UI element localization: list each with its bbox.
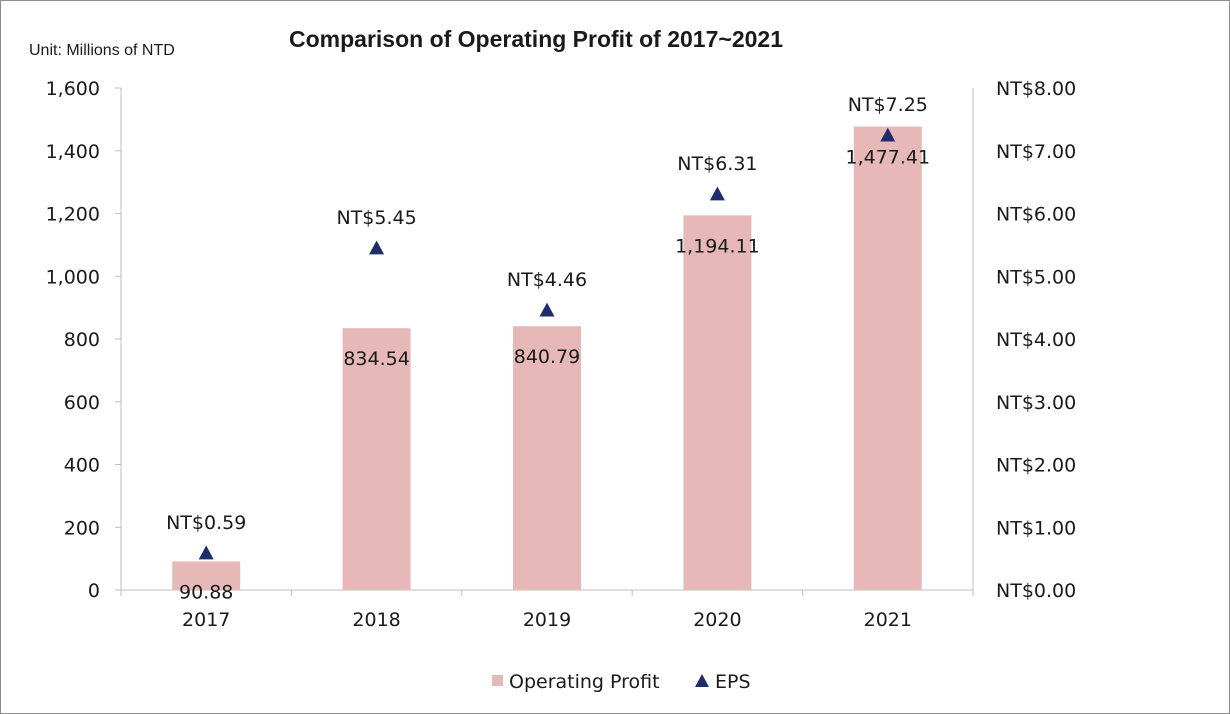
y-right-tick-label: NT$6.00: [996, 204, 1076, 226]
bar-value-label: 834.54: [343, 348, 409, 370]
y-right-tick-label: NT$8.00: [996, 78, 1076, 100]
bar-operating-profit: [853, 126, 922, 590]
bars: [172, 126, 922, 590]
bar-value-label: 1,194.11: [675, 235, 760, 257]
data-labels: 90.88 834.54 840.79 1,194.11 1,477.41 NT$0.59…: [166, 94, 930, 603]
y-left-tick-label: 1,600: [46, 78, 100, 100]
eps-marker: [880, 127, 896, 142]
chart-title: Comparison of Operating Profit of 2017~2…: [289, 26, 783, 52]
legend-label-operating-profit: Operating Profit: [509, 671, 660, 693]
legend-label-eps: EPS: [715, 671, 751, 693]
eps-markers: [198, 127, 896, 560]
y-right-tick-label: NT$1.00: [996, 517, 1076, 539]
y-right-tick-label: NT$0.00: [996, 580, 1076, 602]
legend-swatch-operating-profit: [492, 675, 503, 686]
y-left-tick-label: 1,200: [46, 204, 100, 226]
y-right-tick-label: NT$5.00: [996, 266, 1076, 288]
bar-value-label: 840.79: [514, 346, 580, 368]
bar-value-label: 90.88: [179, 581, 233, 603]
eps-value-label: NT$0.59: [166, 512, 246, 534]
x-tick-label: 2018: [352, 609, 400, 631]
x-tick-label: 2021: [864, 609, 912, 631]
axes: 0 200 400 600 800 1,000 1,200 1,400 1,600 NT$0.00…: [46, 78, 1077, 631]
eps-value-label: NT$4.46: [507, 269, 587, 291]
unit-label: Unit: Millions of NTD: [29, 42, 175, 59]
legend-swatch-eps: [695, 674, 709, 687]
y-left-tick-label: 1,400: [46, 141, 100, 163]
y-left-tick-label: 200: [64, 517, 100, 539]
eps-marker: [709, 186, 725, 201]
y-left-tick-label: 400: [64, 455, 100, 477]
x-tick-label: 2017: [182, 609, 230, 631]
eps-value-label: NT$6.31: [677, 153, 757, 175]
y-right-tick-label: NT$4.00: [996, 329, 1076, 351]
bar-operating-profit: [172, 561, 241, 590]
bar-operating-profit: [513, 326, 581, 590]
eps-marker: [539, 302, 555, 317]
y-right-tick-label: NT$7.00: [996, 141, 1076, 163]
x-tick-label: 2020: [693, 609, 741, 631]
y-left-tick-label: 800: [64, 329, 100, 351]
eps-value-label: NT$5.45: [336, 207, 416, 229]
eps-value-label: NT$7.25: [848, 94, 928, 116]
y-right-tick-label: NT$3.00: [996, 392, 1076, 414]
eps-marker: [369, 240, 385, 255]
x-tick-label: 2019: [523, 609, 571, 631]
y-left-tick-label: 1,000: [46, 266, 100, 288]
bar-operating-profit: [683, 215, 752, 590]
y-left-tick-label: 0: [88, 580, 100, 602]
y-left-tick-label: 600: [64, 392, 100, 414]
bar-operating-profit: [342, 328, 411, 590]
bar-value-label: 1,477.41: [845, 146, 930, 168]
legend: Operating Profit EPS: [492, 671, 751, 693]
y-right-tick-label: NT$2.00: [996, 455, 1076, 477]
eps-marker: [198, 545, 214, 560]
